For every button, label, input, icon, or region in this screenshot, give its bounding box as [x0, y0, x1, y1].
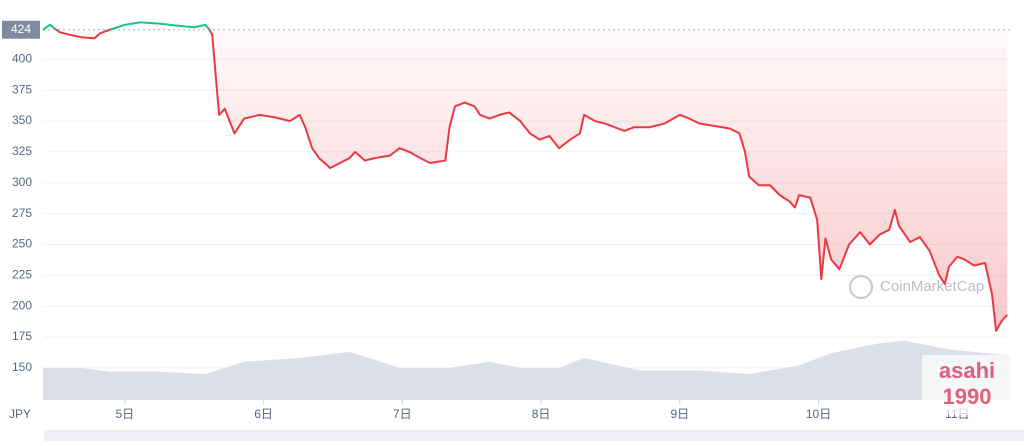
overlay-text: 1990 [943, 384, 992, 409]
y-tick-label: 275 [12, 206, 32, 220]
area [56, 29, 1008, 331]
y-tick-label: 200 [12, 298, 32, 312]
overlay-box [922, 355, 1012, 415]
price-line [42, 21, 1008, 332]
baseline-label: 424 [11, 22, 31, 36]
x-tick-label: 5日 [116, 407, 135, 421]
x-axis-label: JPY [9, 407, 31, 421]
y-tick-label: 325 [12, 144, 32, 158]
y-tick-label: 300 [12, 175, 32, 189]
y-tick-label: 150 [12, 360, 32, 374]
watermark: CoinMarketCap [880, 278, 984, 295]
x-tick-label: 6日 [254, 407, 273, 421]
y-tick-label: 375 [12, 82, 32, 96]
x-tick-label: 8日 [532, 407, 551, 421]
baseline-badge [2, 20, 40, 39]
overlay-text: asahi [939, 358, 995, 383]
y-tick-label: 225 [12, 268, 32, 282]
volume-area [43, 340, 1010, 400]
navigator [44, 430, 1024, 441]
watermark-logo [849, 275, 873, 299]
y-tick-label: 250 [12, 237, 32, 251]
y-tick-label: 175 [12, 329, 32, 343]
y-tick-label: 350 [12, 113, 32, 127]
y-tick-label: 400 [12, 52, 32, 66]
x-tick-label: 9日 [670, 407, 689, 421]
x-tick-label: 10日 [806, 407, 831, 421]
x-tick-label: 7日 [393, 407, 412, 421]
